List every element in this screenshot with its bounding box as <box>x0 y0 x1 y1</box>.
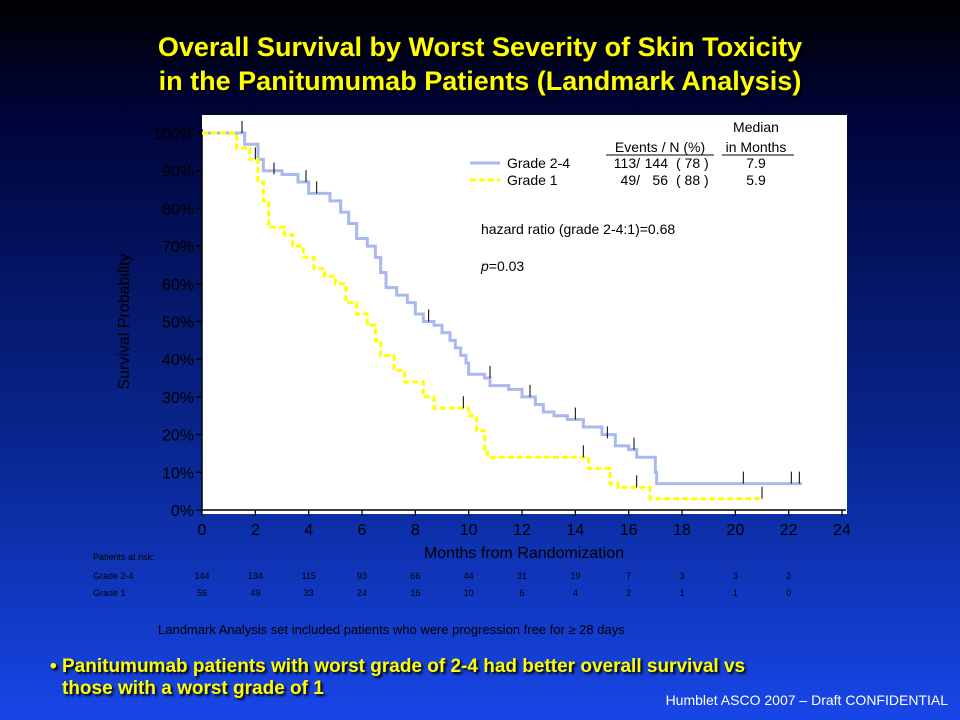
risk-table-row-label: Grade 1 <box>93 588 126 598</box>
risk-table-cell: 1 <box>679 588 684 598</box>
risk-table-cell: 93 <box>357 571 367 581</box>
x-tick-label: 22 <box>780 522 798 539</box>
legend-median: 7.9 <box>746 155 766 171</box>
risk-table-cell: 2 <box>786 571 791 581</box>
risk-table-cell: 0 <box>786 588 791 598</box>
y-tick-label: 40% <box>162 352 194 369</box>
risk-table-cell: 49 <box>250 588 260 598</box>
legend-n: 56 <box>652 172 668 188</box>
x-tick-label: 16 <box>620 522 638 539</box>
legend-header-median: Median <box>733 119 779 135</box>
x-tick-label: 0 <box>198 522 207 539</box>
p-value-annotation: p=0.03 <box>480 258 524 274</box>
legend-n: 144 <box>645 155 669 171</box>
x-tick-label: 2 <box>251 522 260 539</box>
y-tick-label: 10% <box>162 465 194 482</box>
x-tick-label: 8 <box>411 522 420 539</box>
survival-curve-grade-1 <box>202 131 762 501</box>
x-tick-label: 14 <box>566 522 584 539</box>
y-tick-label: 100% <box>153 126 194 143</box>
risk-table-header: Patients at risk: <box>93 552 155 562</box>
y-tick-label: 20% <box>162 428 194 445</box>
risk-table-cell: 2 <box>626 588 631 598</box>
footer-credit: Humblet ASCO 2007 – Draft CONFIDENTIAL <box>665 692 948 708</box>
x-tick-label: 4 <box>304 522 313 539</box>
risk-table-cell: 66 <box>410 571 420 581</box>
legend-series-name: Grade 1 <box>507 172 558 188</box>
bullet-text-line-1: Panitumumab patients with worst grade of… <box>62 656 746 677</box>
y-tick-label: 60% <box>162 277 194 294</box>
risk-table-cell: 115 <box>301 571 315 581</box>
y-tick-label: 70% <box>162 239 194 256</box>
risk-table-cell: 33 <box>304 588 314 598</box>
risk-table-cell: 31 <box>517 571 527 581</box>
x-tick-label: 6 <box>358 522 367 539</box>
y-tick-label: 80% <box>162 201 194 218</box>
risk-table-cell: 24 <box>357 588 367 598</box>
bullet-point: • Panitumumab patients with worst grade … <box>50 656 862 700</box>
slide-title-line-2: in the Panitumumab Patients (Landmark An… <box>158 66 802 96</box>
risk-table-cell: 4 <box>573 588 578 598</box>
y-tick-label: 90% <box>162 164 194 181</box>
x-tick-label: 18 <box>673 522 691 539</box>
slide-title-line-1: Overall Survival by Worst Severity of Sk… <box>157 32 803 62</box>
risk-table-cell: 44 <box>464 571 474 581</box>
landmark-note: Landmark Analysis set included patients … <box>158 622 625 637</box>
legend-events: 113/ <box>614 155 640 171</box>
risk-table-cell: 16 <box>410 588 420 598</box>
x-tick-label: 10 <box>460 522 478 539</box>
y-tick-label: 30% <box>162 390 194 407</box>
hazard-ratio-annotation: hazard ratio (grade 2-4:1)=0.68 <box>481 221 675 237</box>
risk-table-cell: 10 <box>464 588 474 598</box>
risk-table-cell: 6 <box>519 588 524 598</box>
x-tick-label: 20 <box>726 522 744 539</box>
legend-median: 5.9 <box>746 172 766 188</box>
risk-table-row-label: Grade 2-4 <box>93 571 134 581</box>
x-tick-label: 24 <box>833 522 851 539</box>
risk-table-cell: 1 <box>733 588 738 598</box>
legend-header-events: Events / N (%) <box>615 139 705 155</box>
survival-curve-grade-2-4 <box>202 131 802 486</box>
legend-series-name: Grade 2-4 <box>507 155 570 171</box>
y-tick-label: 0% <box>171 503 194 520</box>
bullet-dot: • <box>50 656 57 677</box>
risk-table-cell: 134 <box>248 571 263 581</box>
risk-table-cell: 7 <box>626 571 631 581</box>
risk-table-cell: 3 <box>733 571 738 581</box>
legend-events: 49/ <box>621 172 641 188</box>
risk-table-cell: 144 <box>194 571 209 581</box>
x-axis-title: Months from Randomization <box>424 545 624 562</box>
bullet-text-line-2: those with a worst grade of 1 <box>62 678 324 699</box>
p-value: =0.03 <box>489 258 525 274</box>
legend-header-median-unit: in Months <box>726 139 787 155</box>
risk-table-cell: 19 <box>570 571 580 581</box>
x-tick-label: 12 <box>513 522 531 539</box>
y-tick-label: 50% <box>162 315 194 332</box>
risk-table-cell: 56 <box>197 588 207 598</box>
legend-percent: ( 78 ) <box>676 155 709 171</box>
p-symbol: p <box>480 258 489 274</box>
risk-table-cell: 3 <box>679 571 684 581</box>
y-axis-title: Survival Probability <box>116 253 133 389</box>
legend-percent: ( 88 ) <box>676 172 709 188</box>
